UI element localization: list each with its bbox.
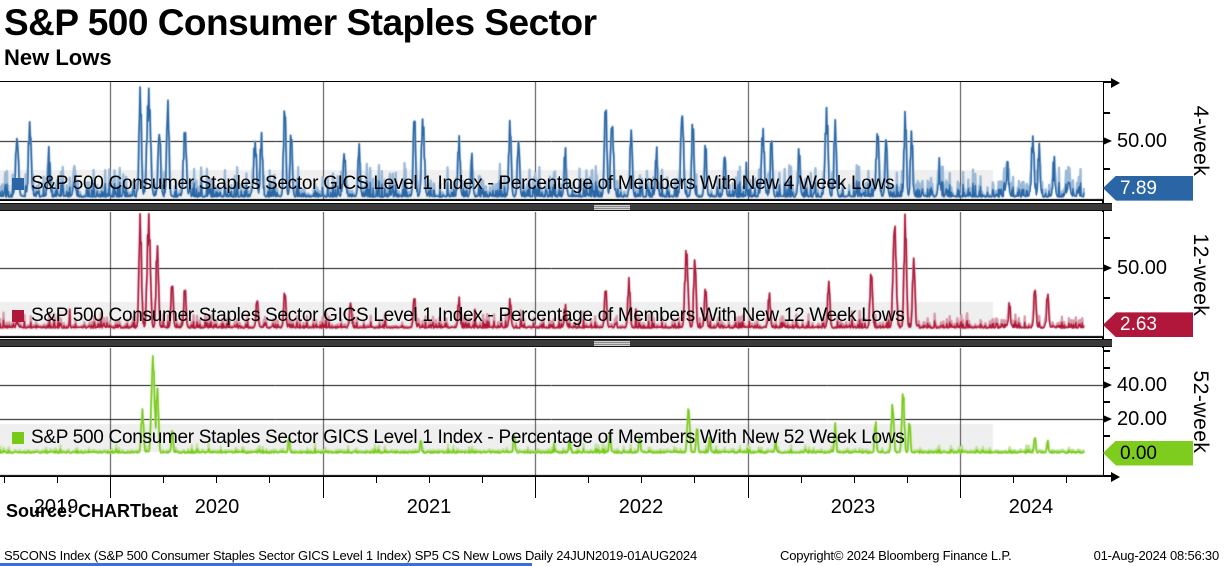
y-tick-label: 20.00 <box>1117 408 1168 430</box>
y-tick-minor <box>1103 435 1110 437</box>
x-tick-minor <box>57 477 58 483</box>
x-tick-label-2021: 2021 <box>406 496 452 518</box>
series-plot-52week <box>0 348 1103 477</box>
y-tick-minor <box>1103 401 1110 403</box>
page-title: S&P 500 Consumer Staples Sector <box>4 2 597 43</box>
x-tick-minor <box>1066 477 1067 483</box>
x-tick-minor <box>482 477 483 483</box>
y-tick-arrow-icon <box>1103 414 1112 423</box>
panel-divider <box>0 203 1112 211</box>
x-tick-label-2024: 2024 <box>1008 496 1054 518</box>
y-tick-minor <box>1103 350 1110 352</box>
right-y-axis <box>1102 82 1104 477</box>
panel-resize-handle[interactable] <box>594 341 630 346</box>
y-tick-minor <box>1103 168 1110 170</box>
x-tick-minor <box>163 477 164 483</box>
y-tick-label: 50.00 <box>1117 130 1168 152</box>
x-tick-year <box>323 477 324 498</box>
series-plot-4week <box>0 82 1103 201</box>
x-tick-minor <box>216 477 217 483</box>
x-tick-minor <box>801 477 802 483</box>
panel-label-12week: 12-week <box>1189 233 1212 317</box>
x-tick-label-2022: 2022 <box>618 496 664 518</box>
panel-label-52week: 52-week <box>1189 370 1212 454</box>
axis-arrow-icon <box>1111 77 1120 88</box>
x-tick-minor <box>588 477 589 483</box>
x-tick-label-2020: 2020 <box>194 496 240 518</box>
x-tick-year <box>110 477 111 498</box>
footer-timestamp: 01-Aug-2024 08:56:30 <box>1093 548 1220 563</box>
panel-label-4week: 4-week <box>1189 105 1212 177</box>
y-tick-arrow-icon <box>1103 136 1112 145</box>
last-value-tag-52week: 0.00 <box>1103 440 1193 466</box>
y-tick-minor <box>1103 297 1110 299</box>
y-tick-arrow-icon <box>1103 263 1112 272</box>
x-tick-minor <box>854 477 855 483</box>
last-value-tag-4week: 7.89 <box>1103 175 1193 201</box>
x-tick-minor <box>4 477 5 483</box>
x-tick-minor <box>376 477 377 483</box>
panel-divider <box>0 339 1112 347</box>
x-tick-minor <box>907 477 908 483</box>
y-tick-label: 50.00 <box>1117 257 1168 279</box>
series-plot-12week <box>0 212 1103 338</box>
y-tick-arrow-icon <box>1103 380 1112 389</box>
y-tick-minor <box>1103 237 1110 239</box>
x-tick-label-2019: 2019 <box>33 496 79 518</box>
footer-copyright: Copyright© 2024 Bloomberg Finance L.P. <box>780 548 1012 563</box>
y-tick-minor <box>1103 367 1110 369</box>
x-tick-minor <box>1013 477 1014 483</box>
panel-resize-handle[interactable] <box>594 205 630 210</box>
footer-security-info: S5CONS Index (S&P 500 Consumer Staples S… <box>4 548 697 563</box>
x-tick-year <box>748 477 749 498</box>
x-tick-year <box>535 477 536 498</box>
y-tick-label: 40.00 <box>1117 374 1168 396</box>
x-tick-minor <box>429 477 430 483</box>
y-tick-minor <box>1103 112 1110 114</box>
x-tick-label-2023: 2023 <box>830 496 876 518</box>
last-value-tag-12week: 2.63 <box>1103 312 1193 338</box>
x-tick-minor <box>694 477 695 483</box>
source-label: Source: CHARTbeat <box>6 501 179 521</box>
footer-underline <box>0 563 532 566</box>
x-tick-minor <box>269 477 270 483</box>
x-tick-minor <box>641 477 642 483</box>
page-subtitle: New Lows <box>4 45 112 70</box>
x-tick-year <box>960 477 961 498</box>
axis-arrow-icon <box>1111 471 1120 482</box>
